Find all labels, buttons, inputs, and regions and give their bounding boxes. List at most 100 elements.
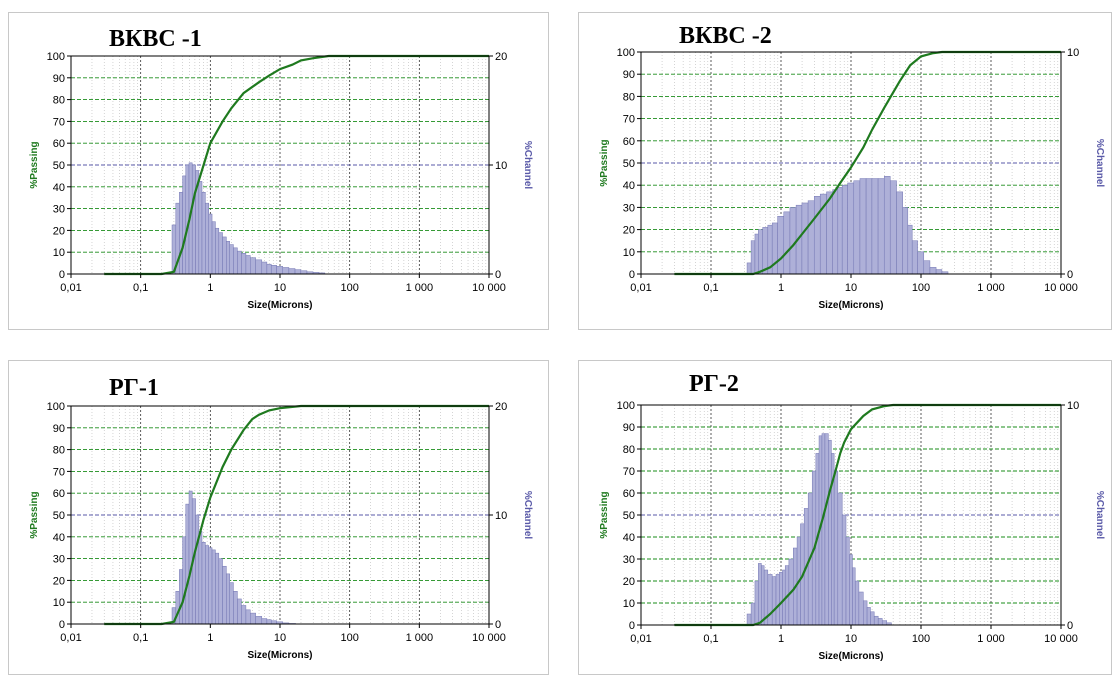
channel-bar — [294, 269, 302, 275]
x-tick-label: 0,01 — [60, 282, 81, 294]
y-left-tick-label: 60 — [53, 138, 65, 150]
channel-bar — [222, 236, 227, 275]
y-left-tick-label: 0 — [629, 269, 635, 281]
y-left-tick-label: 90 — [623, 69, 635, 81]
channel-bar — [201, 542, 206, 625]
y-left-tick-label: 50 — [623, 158, 635, 170]
channel-bar — [832, 189, 839, 275]
y-left-tick-label: 30 — [53, 204, 65, 216]
channel-bar — [789, 207, 797, 275]
channel-bar — [866, 607, 871, 626]
y-left-tick-label: 40 — [623, 180, 635, 192]
y-left-tick-label: 20 — [53, 575, 65, 587]
channel-bar — [858, 591, 864, 626]
y-right-axis-label: %Channel — [522, 141, 533, 190]
channel-bar — [853, 180, 861, 275]
passing-line — [104, 54, 489, 276]
y-left-tick-label: 30 — [623, 202, 635, 214]
channel-bar — [195, 514, 200, 625]
channel-bar — [205, 545, 209, 625]
channel-bar — [865, 178, 873, 275]
y-left-tick-label: 40 — [623, 532, 635, 544]
channel-bar — [237, 598, 242, 625]
channel-bar — [226, 241, 230, 275]
y-left-axis-label: %Passing — [29, 491, 40, 538]
x-tick-label: 10 — [845, 282, 857, 294]
channel-bar — [841, 514, 847, 626]
chart-svg: ВКВС -1 0 10 20 30 40 50 60 70 80 90 100 0 10 20 0,01 0,… — [29, 26, 533, 311]
y-right-tick-label: 0 — [495, 269, 501, 281]
channel-bar — [250, 257, 256, 275]
x-tick-label: 1 000 — [977, 282, 1005, 294]
x-tick-label: 10 — [274, 282, 286, 294]
y-left-tick-label: 60 — [53, 488, 65, 500]
y-left-tick-label: 90 — [53, 423, 65, 435]
channel-bar — [211, 221, 216, 275]
y-left-tick-label: 10 — [53, 247, 65, 259]
y-right-tick-label: 10 — [495, 510, 507, 522]
channel-bar — [761, 565, 765, 626]
channel-bar — [929, 267, 937, 275]
chart-panel-vkvs-1: ВКВС -1 0 10 20 30 40 50 60 70 80 90 100 0 10 20 0,01 0,… — [8, 12, 549, 330]
chart-title: ВКВС -2 — [679, 23, 772, 49]
y-left-tick-label: 50 — [53, 160, 65, 172]
x-tick-label: 10 — [845, 633, 857, 645]
channel-bar — [255, 259, 263, 275]
channel-bar — [813, 196, 821, 275]
channel-bar — [863, 600, 868, 626]
channel-bar — [182, 175, 187, 275]
y-left-tick-label: 80 — [623, 444, 635, 456]
channel-bar — [179, 569, 183, 625]
channel-bar — [779, 571, 783, 626]
x-tick-label: 0,01 — [60, 632, 81, 644]
channel-bar — [211, 549, 216, 625]
y-left-axis-label: %Passing — [29, 141, 40, 188]
channel-bar — [775, 574, 780, 626]
channel-bar — [826, 191, 833, 275]
y-right-tick-label: 20 — [495, 401, 507, 413]
channel-bar — [182, 536, 187, 625]
channel-bar — [852, 567, 856, 626]
chart-title: РГ-1 — [109, 375, 159, 401]
channel-bar — [907, 224, 913, 275]
channel-bar — [215, 552, 220, 625]
chart-panel-rg-2: РГ-2 0 10 20 30 40 50 60 70 80 90 100 0 10 0,01 0,1 1 10 1… — [578, 360, 1112, 675]
y-left-tick-label: 40 — [53, 182, 65, 194]
channel-bar — [261, 261, 268, 275]
x-tick-label: 0,01 — [630, 633, 651, 645]
channel-bar — [854, 580, 860, 626]
channel-bar — [218, 558, 223, 625]
chart-svg: ВКВС -2 0 10 20 30 40 50 60 70 80 90 100 0 10 0,01 0,1 1… — [599, 23, 1105, 311]
x-axis-label: Size(Microns) — [818, 651, 883, 662]
channel-bar — [229, 244, 234, 275]
channel-bar — [201, 192, 206, 275]
y-left-tick-label: 10 — [623, 247, 635, 259]
y-right-tick-label: 10 — [1067, 47, 1079, 59]
channel-bar — [889, 180, 897, 275]
chart-svg: РГ-2 0 10 20 30 40 50 60 70 80 90 100 0 10 0,01 0,1 1 10 1… — [599, 371, 1105, 662]
channel-bar — [837, 187, 843, 275]
channel-bar — [877, 178, 885, 275]
x-tick-label: 0,01 — [630, 282, 651, 294]
y-left-tick-label: 40 — [53, 532, 65, 544]
x-tick-label: 1 — [207, 632, 213, 644]
channel-bar — [245, 255, 251, 275]
channel-bar — [205, 202, 209, 275]
y-left-tick-label: 100 — [617, 47, 635, 59]
x-tick-label: 10 — [274, 632, 286, 644]
x-tick-label: 10 000 — [1044, 633, 1078, 645]
channel-bar — [222, 565, 227, 625]
x-tick-label: 100 — [912, 282, 930, 294]
channel-bar — [824, 433, 829, 626]
channel-bar — [771, 576, 777, 626]
channel-bar — [261, 618, 268, 625]
channel-bar — [288, 268, 296, 275]
y-left-tick-label: 70 — [623, 114, 635, 126]
channel-bar — [859, 178, 867, 275]
channel-bar — [870, 611, 875, 626]
y-right-tick-label: 0 — [1067, 620, 1073, 632]
channel-bar — [746, 613, 752, 626]
y-left-tick-label: 70 — [53, 466, 65, 478]
chart-title: ВКВС -1 — [109, 26, 202, 52]
x-tick-label: 0,1 — [703, 282, 718, 294]
